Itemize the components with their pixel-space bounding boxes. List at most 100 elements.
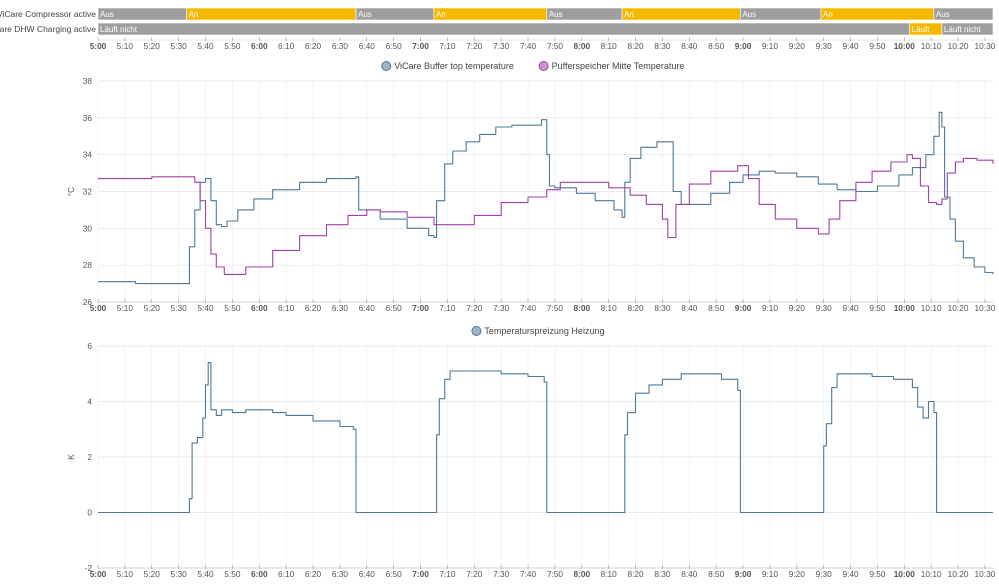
time-axis-label: 7:20 (466, 569, 483, 579)
legend-label: Temperaturspreizung Heizung (484, 326, 604, 336)
timeline-segment-label: Aus (100, 10, 114, 19)
timeline-segment[interactable] (933, 7, 994, 21)
timeline-segment[interactable] (621, 7, 741, 21)
y-axis-label: °C (66, 187, 76, 197)
time-axis-label: 9:50 (869, 303, 886, 313)
legend-label: ViCare Buffer top temperature (394, 61, 514, 71)
time-axis-label: 8:10 (601, 41, 618, 51)
timeline-segment-label: Aus (358, 10, 372, 19)
time-axis-label: 9:20 (789, 41, 806, 51)
time-axis-label: 7:30 (493, 41, 510, 51)
time-axis-label: 5:50 (224, 41, 241, 51)
series-line[interactable] (98, 362, 993, 514)
time-axis-label: 10:30 (975, 569, 996, 579)
time-axis-label: 9:10 (762, 569, 779, 579)
time-axis-label: 5:20 (144, 41, 161, 51)
series-line[interactable] (98, 154, 994, 275)
time-axis-label: 7:30 (493, 303, 510, 313)
time-axis-label: 5:20 (144, 569, 161, 579)
legend-marker[interactable] (538, 61, 549, 71)
time-axis-label: 10:10 (921, 41, 942, 51)
y-tick-label: 26 (83, 297, 93, 307)
y-tick-label: 0 (87, 508, 92, 518)
time-axis-label: 9:40 (842, 569, 859, 579)
time-axis-label: 6:50 (386, 41, 403, 51)
time-axis-label: 5:30 (171, 41, 188, 51)
time-axis-label: 6:50 (386, 303, 403, 313)
time-axis-label: 9:30 (816, 41, 833, 51)
time-axis-label: 9:00 (735, 569, 752, 579)
time-axis-label: 9:50 (869, 569, 886, 579)
time-axis-label: 7:00 (412, 303, 429, 313)
timeline-segment-label: Läuft nicht (944, 25, 982, 34)
time-axis-label: 8:00 (573, 41, 590, 51)
timeline-segment-label: Läuft (912, 25, 931, 34)
time-axis-label: 8:20 (627, 41, 644, 51)
time-axis-label: 6:00 (251, 41, 268, 51)
time-axis-label: 5:50 (224, 569, 241, 579)
time-axis-label: 7:50 (547, 41, 564, 51)
timeline-segment[interactable] (941, 22, 994, 36)
time-axis-label: 5:50 (224, 303, 241, 313)
timeline-segment-label: Aus (549, 10, 563, 19)
legend-marker[interactable] (471, 326, 482, 336)
time-axis-label: 6:30 (332, 303, 349, 313)
timeline-segment[interactable] (820, 7, 935, 21)
time-axis-label: 7:00 (412, 569, 429, 579)
legend-marker[interactable] (381, 61, 392, 71)
time-axis-label: 5:30 (171, 569, 188, 579)
timeline-segment[interactable] (186, 7, 357, 21)
time-axis-label: 5:30 (171, 303, 188, 313)
timeline-row-label: ViCare DHW Charging active (0, 24, 96, 34)
time-axis-label: 10:10 (921, 569, 942, 579)
timeline-segment[interactable] (433, 7, 548, 21)
timeline-segment-label: An (189, 10, 199, 19)
time-axis-label: 7:10 (439, 41, 456, 51)
timeline-segment-label: Aus (936, 10, 950, 19)
time-axis-label: 7:50 (547, 303, 564, 313)
time-axis-label: 9:00 (735, 41, 752, 51)
time-axis-label: 7:10 (439, 303, 456, 313)
time-axis-label: 8:30 (654, 41, 671, 51)
time-axis-label: 9:40 (842, 41, 859, 51)
time-axis-label: 8:20 (627, 569, 644, 579)
time-axis-label: 7:20 (466, 303, 483, 313)
time-axis-label: 6:00 (251, 569, 268, 579)
time-axis-label: 5:10 (117, 569, 134, 579)
time-axis-label: 7:00 (412, 41, 429, 51)
y-tick-label: 6 (87, 341, 92, 351)
timeline-segment-label: An (823, 10, 833, 19)
time-axis-label: 10:20 (948, 41, 969, 51)
timeline-segment-label: An (436, 10, 446, 19)
time-axis-label: 10:20 (948, 569, 969, 579)
time-axis-label: 5:00 (90, 41, 107, 51)
series-line[interactable] (98, 111, 994, 285)
time-axis-label: 5:10 (117, 41, 134, 51)
y-tick-label: 34 (83, 150, 93, 160)
time-axis-label: 8:40 (681, 569, 698, 579)
time-axis-label: 6:00 (251, 303, 268, 313)
timeline-segment[interactable] (97, 22, 910, 36)
time-axis-label: 8:00 (573, 569, 590, 579)
time-axis-label: 6:40 (359, 303, 376, 313)
time-axis-label: 8:20 (627, 303, 644, 313)
y-tick-label: 4 (87, 397, 92, 407)
time-axis-label: 9:30 (816, 569, 833, 579)
time-axis-label: 7:50 (547, 569, 564, 579)
time-axis-label: 8:50 (708, 569, 725, 579)
time-axis-label: 8:10 (601, 303, 618, 313)
time-axis-label: 9:30 (816, 303, 833, 313)
time-axis-label: 10:10 (921, 303, 942, 313)
timeline-segment-label: Aus (742, 10, 756, 19)
y-tick-label: 38 (83, 76, 93, 86)
time-axis-label: 6:30 (332, 41, 349, 51)
time-axis-label: 5:10 (117, 303, 134, 313)
time-axis-label: 10:00 (894, 41, 916, 51)
time-axis-label: 6:40 (359, 569, 376, 579)
time-axis-label: 6:10 (278, 569, 295, 579)
time-axis-label: 6:10 (278, 41, 295, 51)
y-tick-label: -2 (85, 563, 93, 573)
time-axis-label: 7:10 (439, 569, 456, 579)
timeline-row-label: ViCare Compressor active (0, 9, 96, 19)
time-axis-label: 10:00 (894, 303, 916, 313)
